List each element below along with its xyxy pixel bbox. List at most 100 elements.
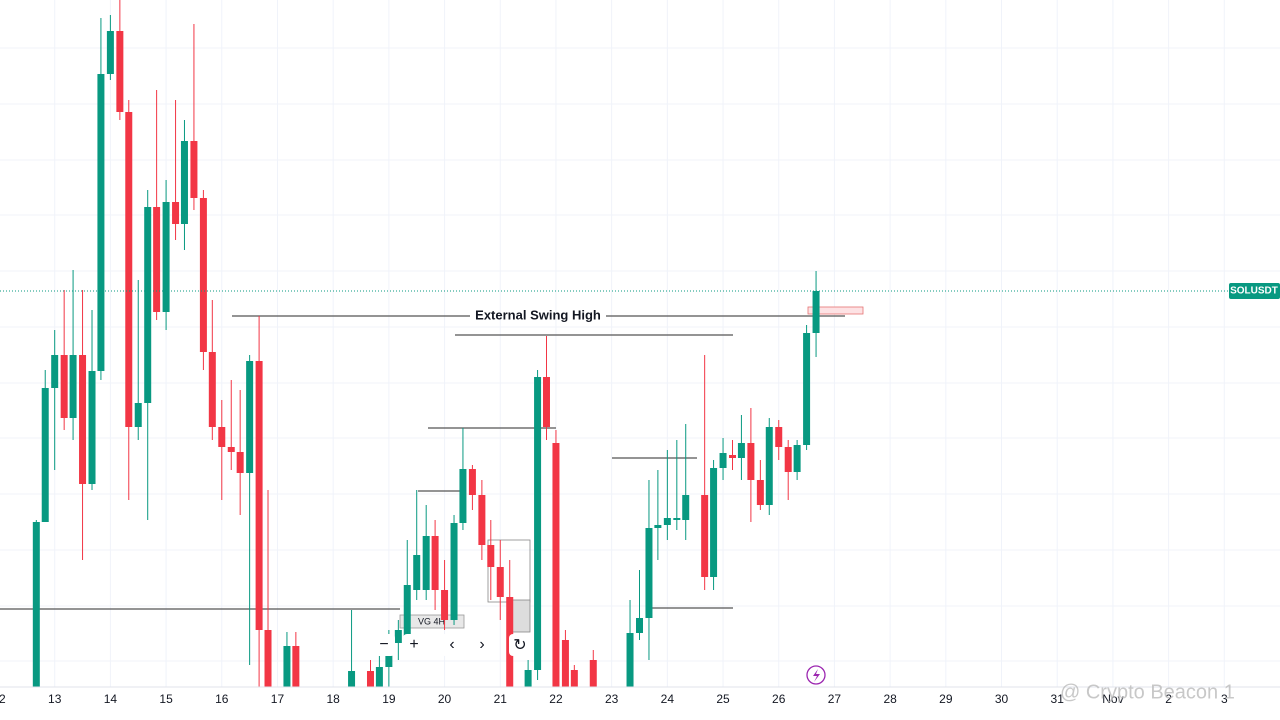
candle-body: [645, 528, 653, 618]
candle-body: [441, 590, 449, 620]
candle-body: [69, 355, 77, 418]
alert-icon[interactable]: [806, 665, 826, 685]
candle-body: [756, 480, 764, 505]
candle-body: [673, 518, 681, 520]
svg-text:‹: ‹: [449, 636, 454, 653]
candle-body: [431, 536, 439, 590]
candle-body: [348, 671, 356, 687]
svg-text:↻: ↻: [513, 637, 526, 654]
x-tick-label: 27: [828, 692, 842, 706]
scroll-left-button[interactable]: ‹: [441, 634, 463, 656]
candle-body: [534, 377, 542, 670]
candle-body: [190, 141, 198, 198]
watermark: @ Crypto Beacon 1: [1060, 681, 1235, 703]
x-tick-label: 12: [0, 692, 6, 706]
candle-body: [803, 333, 811, 445]
candle-body: [663, 518, 671, 525]
x-tick-label: 17: [271, 692, 285, 706]
candle-body: [654, 525, 662, 528]
candle-body: [422, 536, 430, 590]
x-tick-label: 22: [549, 692, 563, 706]
axis-background: [0, 687, 1280, 720]
candle-body: [283, 646, 291, 687]
order-block: [807, 306, 864, 315]
candle-body: [737, 443, 745, 458]
x-tick-label: Nov: [1102, 692, 1123, 706]
candle-body: [682, 495, 690, 520]
zoom-out-button[interactable]: −: [373, 634, 395, 656]
candle-body: [153, 207, 161, 312]
x-tick-label: 19: [382, 692, 396, 706]
candle-body: [144, 207, 152, 403]
candle-body: [765, 427, 773, 505]
annotation: VG 4H: [418, 616, 445, 626]
svg-text:›: ›: [479, 636, 484, 653]
candle-body: [747, 443, 755, 480]
candle-body: [264, 630, 272, 687]
candle-body: [180, 141, 188, 224]
x-tick-label: 15: [159, 692, 173, 706]
reset-button[interactable]: ↻: [509, 634, 531, 656]
candle-body: [524, 670, 532, 687]
candle-body: [60, 355, 68, 418]
candle-body: [106, 31, 114, 74]
candle-body: [32, 522, 40, 687]
candle-body: [542, 377, 550, 427]
candle-body: [125, 112, 133, 427]
x-axis: 1213141516171819202122232425262728293031…: [0, 686, 1280, 720]
zoom-controls: − + ‹ › ↻: [373, 634, 531, 656]
candle-body: [116, 31, 124, 112]
candle-body: [450, 523, 458, 620]
candle-body: [394, 630, 402, 643]
x-tick-label: 21: [494, 692, 508, 706]
x-tick-label: 14: [104, 692, 118, 706]
annotation: External Swing High: [475, 307, 601, 322]
candle-body: [227, 447, 235, 452]
candle-body: [793, 445, 801, 472]
candle-body: [236, 452, 244, 473]
x-tick-label: 3: [1221, 692, 1228, 706]
candle-body: [478, 495, 486, 545]
candle-body: [41, 388, 49, 522]
svg-text:+: +: [409, 636, 418, 653]
x-tick-label: 26: [772, 692, 786, 706]
x-tick-label: 30: [995, 692, 1009, 706]
x-tick-label: 18: [326, 692, 340, 706]
candle-body: [134, 403, 142, 427]
fvg-box: [487, 539, 531, 603]
candle-body: [701, 495, 709, 577]
candle-body: [570, 670, 578, 687]
candle-body: [812, 291, 820, 333]
candle-body: [199, 198, 207, 352]
candle-body: [88, 371, 96, 484]
x-tick-label: 13: [48, 692, 62, 706]
x-tick-label: 16: [215, 692, 229, 706]
x-tick-label: 20: [438, 692, 452, 706]
candle-body: [487, 545, 495, 567]
candle-body: [636, 618, 643, 633]
x-tick-label: 25: [716, 692, 730, 706]
candle-body: [413, 555, 421, 590]
candle-body: [51, 355, 59, 388]
x-tick-label: 23: [605, 692, 619, 706]
candles: SOLUSDT: [0, 0, 1280, 700]
x-tick-label: 29: [939, 692, 953, 706]
candle-body: [775, 427, 783, 447]
candle-body: [162, 202, 170, 312]
zoom-in-button[interactable]: +: [403, 634, 425, 656]
candle-body: [292, 646, 300, 687]
x-tick-label: 24: [661, 692, 675, 706]
candle-body: [784, 447, 792, 472]
candle-body: [626, 633, 634, 687]
scroll-right-button[interactable]: ›: [471, 634, 493, 656]
candle-body: [403, 585, 411, 640]
symbol-label: SOLUSDT: [1230, 286, 1278, 297]
candle-body: [459, 469, 467, 523]
candle-body: [208, 352, 216, 427]
candle-body: [97, 74, 105, 371]
symbol-tag: [1229, 283, 1280, 299]
candle-body: [561, 640, 569, 687]
candle-body: [246, 361, 254, 473]
